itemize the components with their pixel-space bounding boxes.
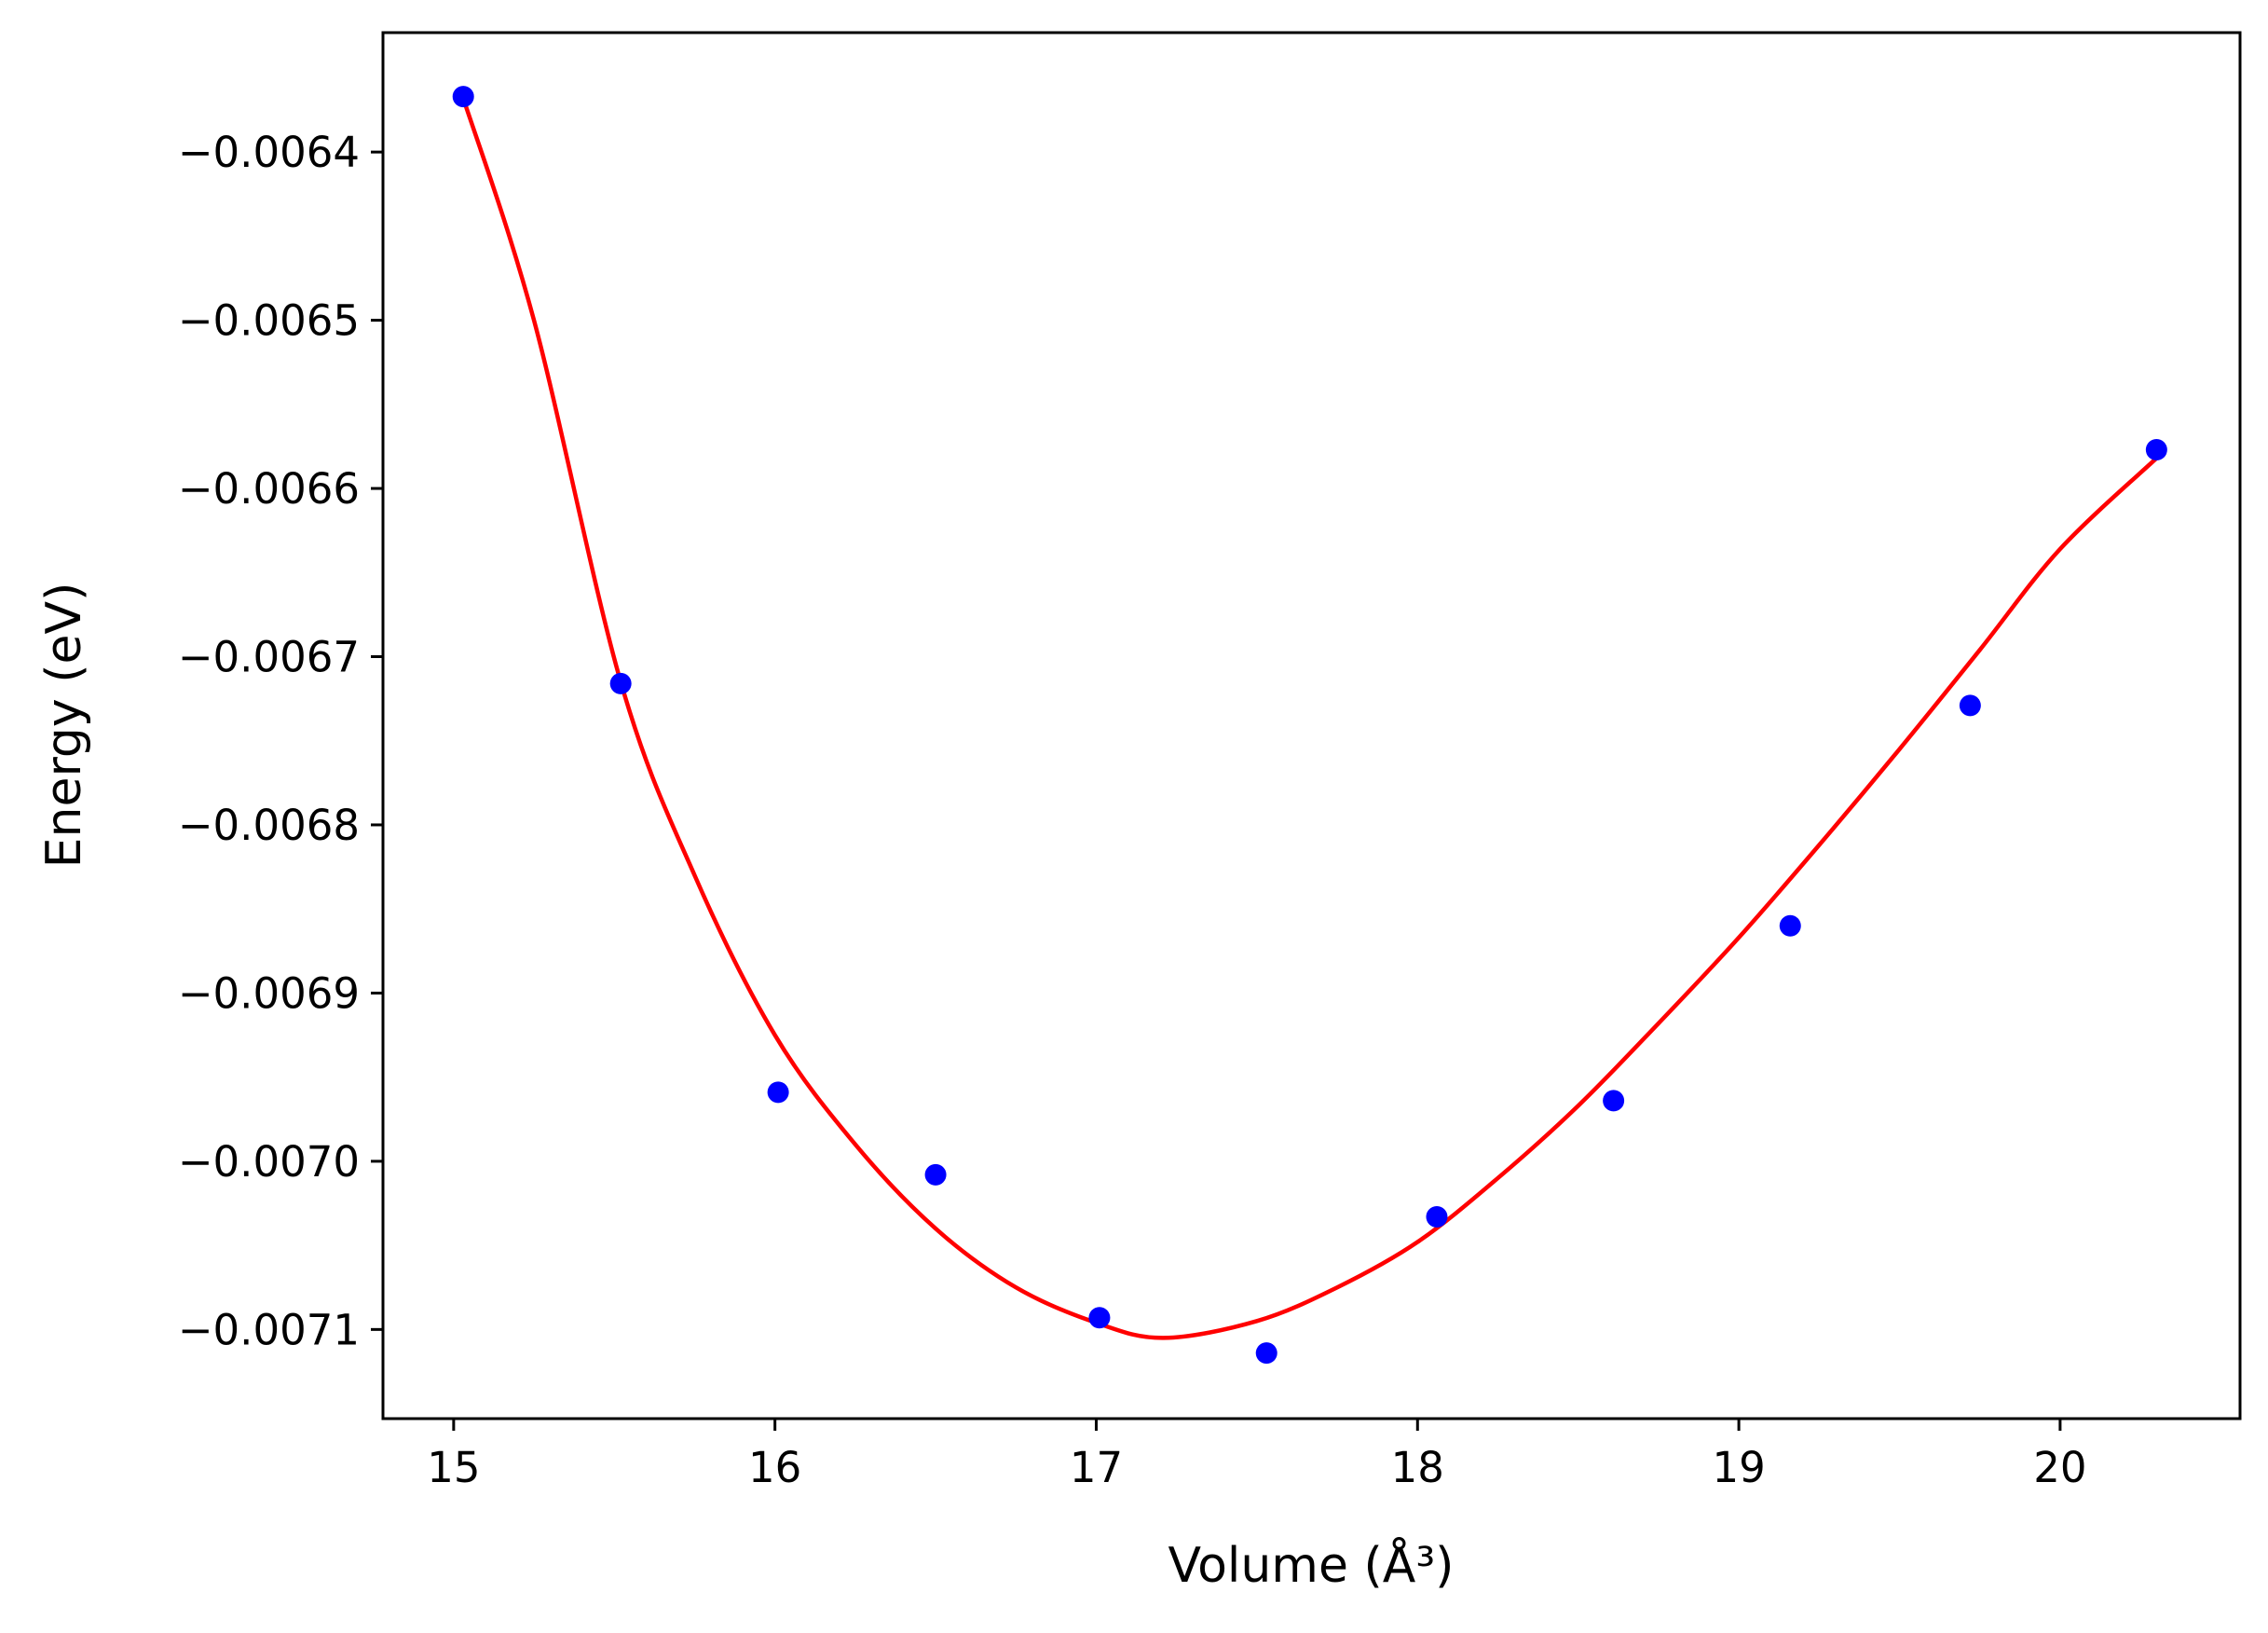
x-tick-label: 19 — [1712, 1443, 1765, 1492]
plot-frame — [381, 31, 2242, 1420]
data-point — [1088, 1307, 1111, 1329]
y-tick-label: −0.0066 — [178, 464, 360, 514]
fit-curve-line — [460, 96, 2159, 1340]
data-point — [2145, 439, 2167, 461]
x-tick-label: 18 — [1391, 1443, 1444, 1492]
y-axis-ticks: −0.0064 −0.0065 −0.0066 −0.0067 −0.0068 −0.00… — [178, 128, 383, 1354]
x-tick-label: 17 — [1070, 1443, 1123, 1492]
y-tick-label: −0.0069 — [178, 968, 360, 1018]
x-tick-label: 16 — [748, 1443, 801, 1492]
x-tick-label: 15 — [427, 1443, 480, 1492]
plot-layer — [452, 86, 2167, 1365]
x-tick-label: 20 — [2033, 1443, 2086, 1492]
data-point — [1603, 1090, 1625, 1112]
y-tick-label: −0.0068 — [178, 801, 360, 850]
data-point — [609, 672, 632, 694]
y-tick-label: −0.0065 — [178, 296, 360, 346]
data-point — [767, 1081, 789, 1104]
y-tick-label: −0.0071 — [178, 1305, 360, 1354]
data-point — [1426, 1205, 1448, 1228]
data-point — [1779, 914, 1801, 937]
x-axis-ticks: 15 16 17 18 19 20 — [427, 1419, 2087, 1492]
data-point — [1255, 1342, 1277, 1365]
y-tick-label: −0.0067 — [178, 633, 360, 682]
data-point — [452, 86, 474, 108]
y-tick-label: −0.0064 — [178, 128, 360, 177]
data-point — [1959, 694, 1981, 717]
y-tick-label: −0.0070 — [178, 1137, 360, 1187]
x-axis-title: Volume (Å³) — [1168, 1536, 1455, 1594]
y-axis-title: Energy (eV) — [36, 583, 92, 869]
data-point — [924, 1163, 947, 1186]
